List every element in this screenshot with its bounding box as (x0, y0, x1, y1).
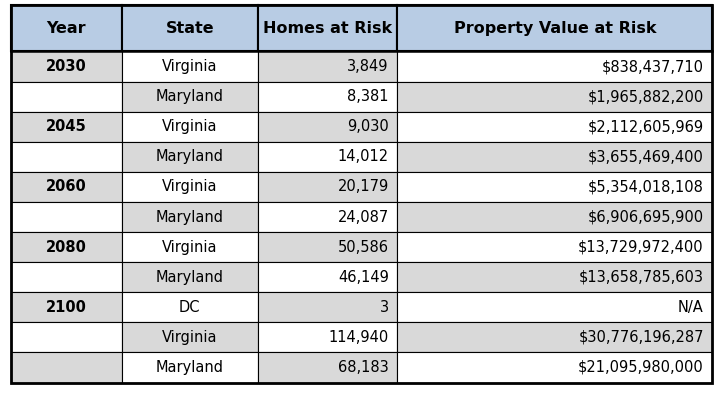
Bar (122, 142, 258, 172)
Bar (397, 262, 712, 292)
Bar (11, 142, 122, 172)
Bar (122, 112, 258, 142)
Bar (397, 172, 712, 202)
Text: Maryland: Maryland (156, 270, 223, 285)
Bar (397, 51, 712, 82)
Text: Virginia: Virginia (162, 240, 218, 255)
Bar (397, 82, 712, 112)
Bar (258, 292, 397, 322)
Bar (11, 322, 122, 352)
Text: Maryland: Maryland (156, 89, 223, 104)
Text: $2,112,605,969: $2,112,605,969 (588, 119, 704, 134)
Text: $13,658,785,603: $13,658,785,603 (579, 270, 704, 285)
Text: 46,149: 46,149 (338, 270, 389, 285)
Bar (122, 322, 258, 352)
Text: 24,087: 24,087 (337, 209, 389, 225)
Text: 2030: 2030 (46, 59, 87, 74)
Text: 8,381: 8,381 (347, 89, 389, 104)
Bar (258, 202, 397, 232)
Text: $5,354,018,108: $5,354,018,108 (588, 179, 704, 194)
Bar (11, 82, 122, 112)
Bar (11, 112, 122, 142)
Text: Virginia: Virginia (162, 330, 218, 345)
Text: Maryland: Maryland (156, 360, 223, 375)
Text: 3: 3 (379, 300, 389, 315)
Text: 68,183: 68,183 (338, 360, 389, 375)
Bar (122, 5, 258, 51)
Text: $1,965,882,200: $1,965,882,200 (588, 89, 704, 104)
Text: 9,030: 9,030 (347, 119, 389, 134)
Bar (397, 202, 712, 232)
Text: State: State (165, 21, 214, 36)
Text: DC: DC (179, 300, 200, 315)
Bar (11, 232, 122, 262)
Text: Property Value at Risk: Property Value at Risk (454, 21, 656, 36)
Text: Year: Year (47, 21, 86, 36)
Bar (122, 232, 258, 262)
Bar (397, 322, 712, 352)
Bar (258, 322, 397, 352)
Text: 14,012: 14,012 (338, 149, 389, 164)
Bar (122, 292, 258, 322)
Bar (258, 352, 397, 383)
Text: Maryland: Maryland (156, 149, 223, 164)
Text: 114,940: 114,940 (329, 330, 389, 345)
Bar (397, 112, 712, 142)
Bar (258, 172, 397, 202)
Text: $6,906,695,900: $6,906,695,900 (588, 209, 704, 225)
Bar (122, 51, 258, 82)
Bar (397, 232, 712, 262)
Text: $3,655,469,400: $3,655,469,400 (588, 149, 704, 164)
Bar (258, 232, 397, 262)
Bar (122, 82, 258, 112)
Bar (122, 262, 258, 292)
Bar (258, 262, 397, 292)
Text: 2100: 2100 (46, 300, 87, 315)
Text: 50,586: 50,586 (338, 240, 389, 255)
Text: 20,179: 20,179 (337, 179, 389, 194)
Bar (11, 5, 122, 51)
Bar (397, 142, 712, 172)
Bar (11, 292, 122, 322)
Bar (258, 82, 397, 112)
Text: 2080: 2080 (46, 240, 87, 255)
Bar (122, 202, 258, 232)
Bar (258, 142, 397, 172)
Bar (258, 51, 397, 82)
Text: Homes at Risk: Homes at Risk (263, 21, 392, 36)
Bar (258, 5, 397, 51)
Text: Maryland: Maryland (156, 209, 223, 225)
Bar (397, 292, 712, 322)
Text: $21,095,980,000: $21,095,980,000 (578, 360, 704, 375)
Bar (11, 352, 122, 383)
Bar (258, 112, 397, 142)
Text: $13,729,972,400: $13,729,972,400 (579, 240, 704, 255)
Text: N/A: N/A (678, 300, 704, 315)
Text: 2060: 2060 (46, 179, 87, 194)
Text: 3,849: 3,849 (347, 59, 389, 74)
Bar (397, 5, 712, 51)
Bar (122, 172, 258, 202)
Text: Virginia: Virginia (162, 119, 218, 134)
Text: 2045: 2045 (46, 119, 87, 134)
Bar (11, 262, 122, 292)
Bar (397, 352, 712, 383)
Text: $838,437,710: $838,437,710 (602, 59, 704, 74)
Bar (11, 172, 122, 202)
Bar (122, 352, 258, 383)
Text: Virginia: Virginia (162, 59, 218, 74)
Bar (11, 51, 122, 82)
Text: Virginia: Virginia (162, 179, 218, 194)
Bar (11, 202, 122, 232)
Text: $30,776,196,287: $30,776,196,287 (579, 330, 704, 345)
